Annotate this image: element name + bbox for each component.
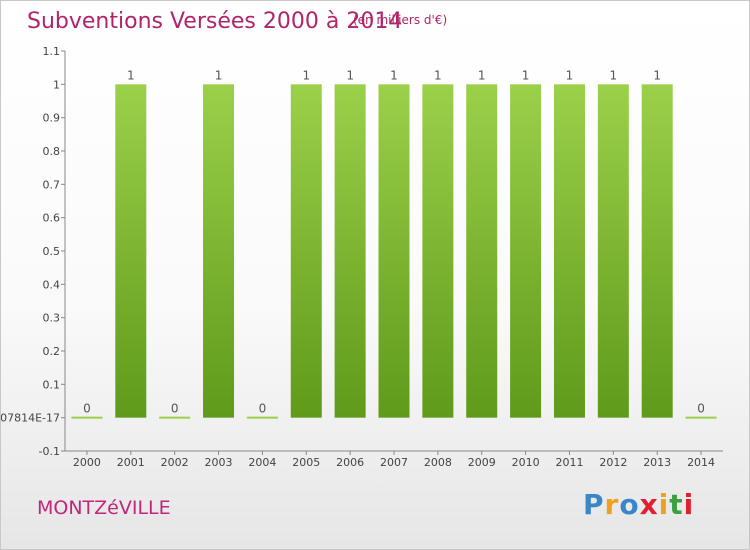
bar-value-label: 1 <box>127 68 135 82</box>
bar <box>685 416 717 419</box>
y-tick-label: 0.1 <box>43 378 61 391</box>
x-tick-label: 2010 <box>512 456 540 469</box>
bar <box>466 84 498 418</box>
y-tick-label: 0.6 <box>43 212 61 225</box>
y-tick-label: 1.1 <box>43 45 61 58</box>
y-tick-label: 0.5 <box>43 245 61 258</box>
y-tick-label: 0.4 <box>43 278 61 291</box>
x-tick-label: 2013 <box>643 456 671 469</box>
logo-letter: P <box>583 488 605 521</box>
y-tick-label: 1 <box>53 78 60 91</box>
bar <box>553 84 585 418</box>
y-tick-label: 0.2 <box>43 345 61 358</box>
x-tick-label: 2008 <box>424 456 452 469</box>
bar <box>334 84 366 418</box>
bar-value-label: 1 <box>215 68 223 82</box>
x-tick-label: 2005 <box>292 456 320 469</box>
x-tick-label: 2000 <box>73 456 101 469</box>
bar-value-label: 1 <box>522 68 530 82</box>
x-tick-label: 2011 <box>555 456 583 469</box>
bar-value-label: 1 <box>390 68 398 82</box>
bar-value-label: 1 <box>434 68 442 82</box>
bar-value-label: 1 <box>653 68 661 82</box>
bar <box>159 416 191 419</box>
x-tick-label: 2001 <box>117 456 145 469</box>
x-tick-label: 2009 <box>468 456 496 469</box>
logo-letter: t <box>669 488 684 521</box>
bar <box>378 84 410 418</box>
bar-value-label: 0 <box>171 402 179 416</box>
x-tick-label: 2002 <box>161 456 189 469</box>
x-tick-label: 2014 <box>687 456 715 469</box>
bar-value-label: 1 <box>610 68 618 82</box>
commune-name: MONTZéVILLE <box>37 497 171 519</box>
bar-value-label: 1 <box>478 68 486 82</box>
bar-value-label: 0 <box>697 402 705 416</box>
bar-value-label: 1 <box>346 68 354 82</box>
x-tick-label: 2012 <box>599 456 627 469</box>
bar-value-label: 0 <box>259 402 267 416</box>
bar <box>71 416 103 419</box>
logo-letter: i <box>683 488 695 521</box>
y-tick-label: -0.1 <box>39 445 60 458</box>
y-axis-ticks: 1.1 1 0.9 0.8 0.7 0.6 0.5 0.4 0.3 0.2 0.1 1.3877787… <box>1 45 65 458</box>
bar <box>597 84 629 418</box>
x-tick-label: 2004 <box>248 456 276 469</box>
bar-value-labels: 0 1 0 1 0 1 1 1 1 1 1 1 1 1 0 <box>83 68 705 415</box>
y-tick-label: 0.3 <box>43 312 61 325</box>
y-tick-label: 1.3877787807814E-17 <box>1 412 60 425</box>
logo-letter: x <box>639 488 659 521</box>
bar <box>203 84 235 418</box>
proxiti-logo: Proxiti <box>583 488 694 521</box>
x-axis-ticks: 2000 2001 2002 2003 2004 2005 2006 2007 2008 2009… <box>73 451 715 469</box>
bar <box>246 416 278 419</box>
logo-letter: o <box>619 488 640 521</box>
logo-letter: i <box>658 488 670 521</box>
y-tick-label: 0.9 <box>43 112 61 125</box>
y-tick-label: 0.8 <box>43 145 61 158</box>
chart-unit-subtitle: (en milliers d'€) <box>353 13 448 27</box>
bar <box>290 84 322 418</box>
bar-value-label: 1 <box>302 68 310 82</box>
bar-value-label: 1 <box>566 68 574 82</box>
x-tick-label: 2003 <box>205 456 233 469</box>
bars <box>71 84 717 419</box>
logo-letter: r <box>604 488 620 521</box>
bar <box>641 84 673 418</box>
bar <box>115 84 147 418</box>
bar <box>510 84 542 418</box>
x-tick-label: 2007 <box>380 456 408 469</box>
bar <box>422 84 454 418</box>
bar-value-label: 0 <box>83 402 91 416</box>
x-tick-label: 2006 <box>336 456 364 469</box>
y-tick-label: 0.7 <box>43 178 61 191</box>
chart-title: Subventions Versées 2000 à 2014 <box>27 9 403 34</box>
